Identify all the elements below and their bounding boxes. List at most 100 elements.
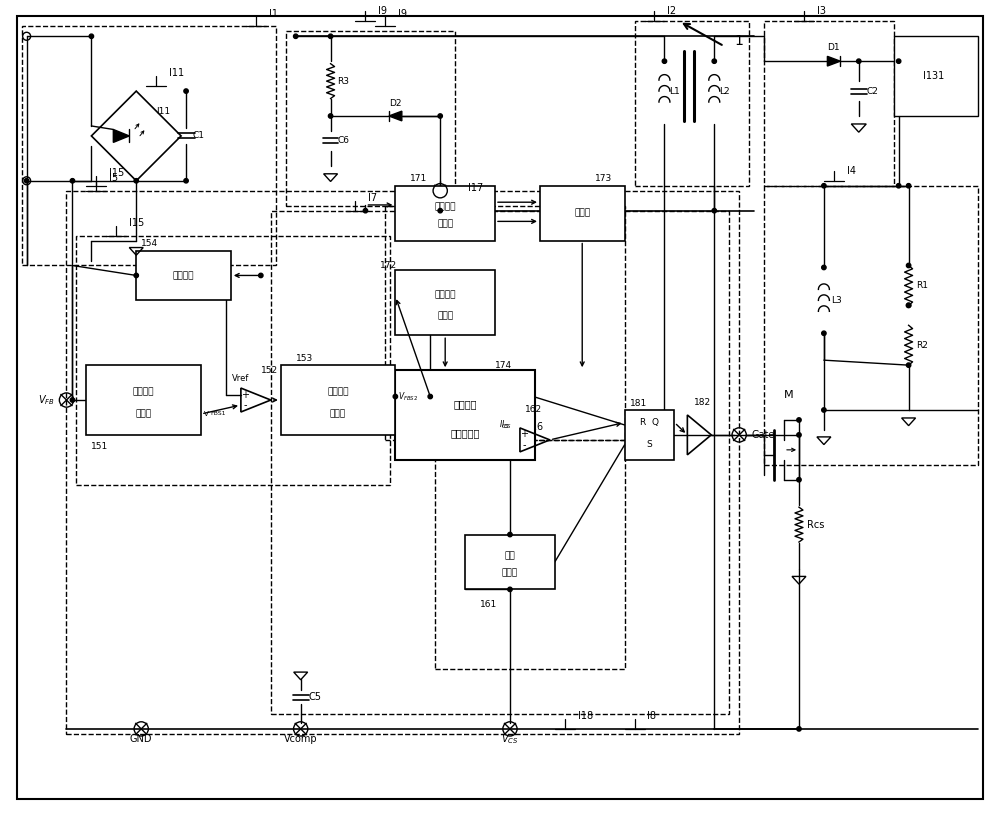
Text: I7: I7 xyxy=(368,192,378,203)
Text: -: - xyxy=(522,440,526,451)
Circle shape xyxy=(508,587,512,592)
Text: 检测器: 检测器 xyxy=(437,219,453,229)
Text: FBS1: FBS1 xyxy=(210,412,225,416)
Text: 去磁时间: 去磁时间 xyxy=(434,202,456,211)
Bar xyxy=(271,210,729,714)
Circle shape xyxy=(712,209,716,213)
Text: Rcs: Rcs xyxy=(807,520,824,530)
Bar xyxy=(465,535,555,589)
Bar xyxy=(286,31,455,205)
Circle shape xyxy=(797,433,801,437)
Text: I11: I11 xyxy=(156,107,170,116)
Bar xyxy=(435,440,625,669)
Bar xyxy=(395,271,495,335)
Text: 控制器: 控制器 xyxy=(437,311,453,320)
Text: I17: I17 xyxy=(478,187,493,198)
Text: -: - xyxy=(243,400,247,411)
Text: 脉冲宽度: 脉冲宽度 xyxy=(453,399,477,409)
Text: 频率调制器: 频率调制器 xyxy=(450,428,480,438)
Bar xyxy=(86,365,201,435)
Bar xyxy=(66,191,739,734)
Circle shape xyxy=(906,303,911,307)
Circle shape xyxy=(89,34,94,38)
Bar xyxy=(625,410,674,460)
Circle shape xyxy=(906,263,911,267)
Text: +: + xyxy=(241,390,249,399)
Circle shape xyxy=(508,532,512,537)
Text: $V_{CS}$: $V_{CS}$ xyxy=(501,732,519,746)
Text: 153: 153 xyxy=(296,354,313,363)
Text: I2: I2 xyxy=(667,7,677,16)
Text: L3: L3 xyxy=(831,296,842,305)
Text: 181: 181 xyxy=(630,399,647,408)
Text: I16: I16 xyxy=(528,422,543,432)
Circle shape xyxy=(134,273,138,278)
Text: $V_{FB}$: $V_{FB}$ xyxy=(38,393,55,407)
Circle shape xyxy=(822,408,826,412)
Circle shape xyxy=(822,266,826,270)
Text: I9: I9 xyxy=(398,9,407,20)
Circle shape xyxy=(70,398,75,403)
Text: M: M xyxy=(784,390,794,400)
Circle shape xyxy=(184,89,188,93)
Text: 154: 154 xyxy=(141,239,158,248)
Text: I17: I17 xyxy=(468,183,483,193)
Bar xyxy=(385,205,625,440)
Text: R3: R3 xyxy=(338,77,350,86)
Bar xyxy=(136,250,231,301)
Circle shape xyxy=(393,394,398,399)
Circle shape xyxy=(797,727,801,731)
Text: I18: I18 xyxy=(578,711,593,721)
Text: 171: 171 xyxy=(410,174,428,183)
Circle shape xyxy=(906,363,911,368)
Circle shape xyxy=(184,178,188,183)
Text: 173: 173 xyxy=(595,174,612,183)
Bar xyxy=(395,370,535,460)
Circle shape xyxy=(438,209,442,213)
Circle shape xyxy=(259,273,263,278)
Circle shape xyxy=(896,59,901,64)
Polygon shape xyxy=(389,111,402,121)
Text: Vref: Vref xyxy=(232,373,250,382)
Text: VCC: VCC xyxy=(450,186,470,196)
Circle shape xyxy=(906,183,911,188)
Bar xyxy=(22,26,276,266)
Bar xyxy=(76,236,390,485)
Text: 线补偿器: 线补偿器 xyxy=(173,271,194,280)
Text: 151: 151 xyxy=(91,443,109,452)
Circle shape xyxy=(822,183,826,188)
Text: 182: 182 xyxy=(694,398,711,407)
Polygon shape xyxy=(113,130,129,143)
Text: 消隐器: 消隐器 xyxy=(502,568,518,578)
Bar xyxy=(764,21,894,186)
Text: 162: 162 xyxy=(525,406,542,415)
Text: 161: 161 xyxy=(480,600,497,609)
Text: 保持器: 保持器 xyxy=(330,409,346,418)
Text: +: + xyxy=(520,430,528,439)
Circle shape xyxy=(328,114,333,118)
Text: L2: L2 xyxy=(719,86,730,95)
Text: D1: D1 xyxy=(828,42,840,51)
Polygon shape xyxy=(827,56,840,66)
Text: 恒流恒压: 恒流恒压 xyxy=(434,291,456,300)
Bar xyxy=(635,21,749,186)
Circle shape xyxy=(906,303,911,307)
Circle shape xyxy=(363,209,368,213)
Circle shape xyxy=(662,59,667,64)
Bar xyxy=(540,186,625,240)
Text: C1: C1 xyxy=(192,131,204,140)
Text: R2: R2 xyxy=(917,341,928,350)
Bar xyxy=(894,37,978,116)
Circle shape xyxy=(134,178,138,183)
Bar xyxy=(764,186,978,465)
Text: 第一采样: 第一采样 xyxy=(133,387,154,396)
Circle shape xyxy=(797,418,801,422)
Circle shape xyxy=(24,178,29,183)
Text: $I_{CS}$: $I_{CS}$ xyxy=(499,419,510,431)
Text: S: S xyxy=(647,440,652,449)
Text: I15: I15 xyxy=(129,218,145,227)
Circle shape xyxy=(896,183,901,188)
Text: C6: C6 xyxy=(338,136,350,145)
Text: I9: I9 xyxy=(378,7,387,16)
Text: 172: 172 xyxy=(380,261,398,270)
